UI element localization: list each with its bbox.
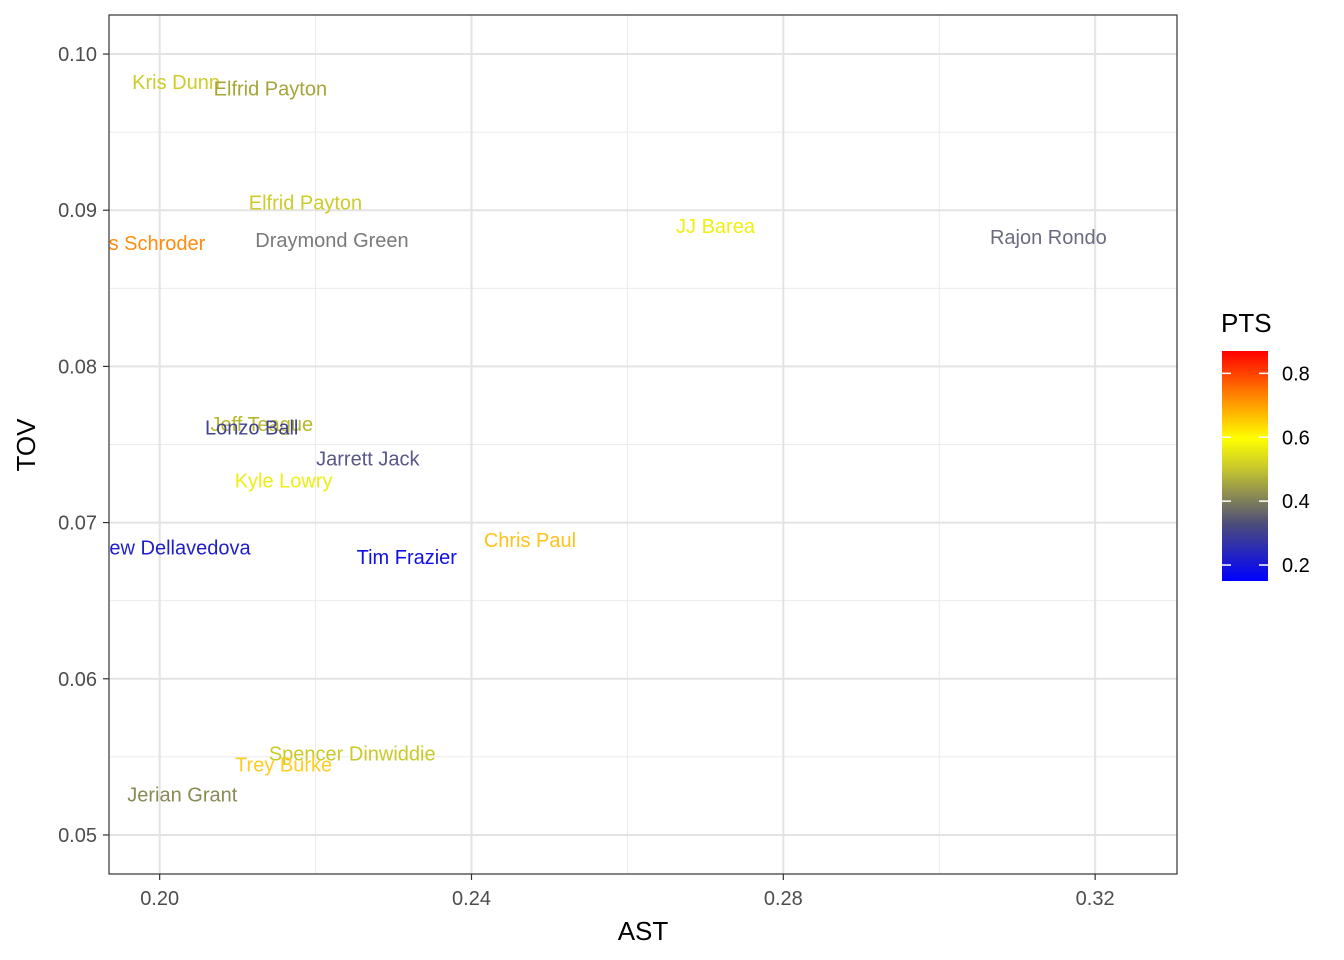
- x-tick-label: 0.24: [452, 888, 491, 910]
- legend-title: PTS: [1221, 308, 1272, 338]
- point-label: Kyle Lowry: [235, 470, 333, 492]
- y-tick-label: 0.05: [58, 825, 97, 847]
- point-label: Draymond Green: [255, 230, 408, 252]
- y-axis-title: TOV: [11, 418, 41, 472]
- x-axis: 0.20 0.24 0.28 0.32: [140, 874, 1115, 910]
- point-label: Lonzo Ball: [205, 417, 298, 439]
- minor-gridlines: [109, 15, 1177, 874]
- y-tick-label: 0.09: [58, 200, 97, 222]
- y-tick-label: 0.07: [58, 513, 97, 535]
- point-label: Jerian Grant: [127, 784, 237, 806]
- colorbar-ticks: 0.2 0.4 0.6 0.8: [1222, 363, 1310, 577]
- point-label: Tim Frazier: [357, 547, 458, 569]
- y-tick-label: 0.06: [58, 669, 97, 691]
- point-label: Elfrid Payton: [214, 78, 327, 100]
- colorbar-tick-label: 0.8: [1282, 363, 1310, 385]
- x-tick-label: 0.32: [1076, 888, 1115, 910]
- color-legend: PTS 0.2 0.4 0.6 0.8: [1221, 308, 1310, 581]
- y-tick-label: 0.08: [58, 356, 97, 378]
- point-label: Spencer Dinwiddie: [269, 744, 436, 766]
- y-tick-label: 0.10: [58, 44, 97, 66]
- colorbar-tick-label: 0.4: [1282, 491, 1310, 513]
- point-label: Jarrett Jack: [316, 449, 420, 471]
- x-axis-title: AST: [618, 916, 669, 946]
- plot-border: [108, 14, 1178, 875]
- point-label: Chris Paul: [484, 530, 576, 552]
- colorbar-tick-label: 0.2: [1282, 555, 1310, 577]
- colorbar-tick-label: 0.6: [1282, 427, 1310, 449]
- x-tick-label: 0.28: [764, 888, 803, 910]
- point-label: Elfrid Payton: [249, 192, 362, 214]
- point-label: Rajon Rondo: [990, 227, 1107, 249]
- point-label: Dennis Schroder: [56, 233, 205, 255]
- point-label: Trey Burke: [235, 755, 332, 777]
- y-axis: 0.05 0.06 0.07 0.08 0.09 0.10: [58, 44, 109, 847]
- x-tick-label: 0.20: [140, 888, 179, 910]
- colorbar: [1222, 351, 1268, 581]
- major-gridlines: [109, 15, 1177, 874]
- point-label: Matthew Dellavedova: [59, 538, 251, 560]
- point-label: JJ Barea: [676, 216, 756, 238]
- point-label: Jeff Teague: [210, 414, 313, 436]
- point-label: Kris Dunn: [132, 72, 220, 94]
